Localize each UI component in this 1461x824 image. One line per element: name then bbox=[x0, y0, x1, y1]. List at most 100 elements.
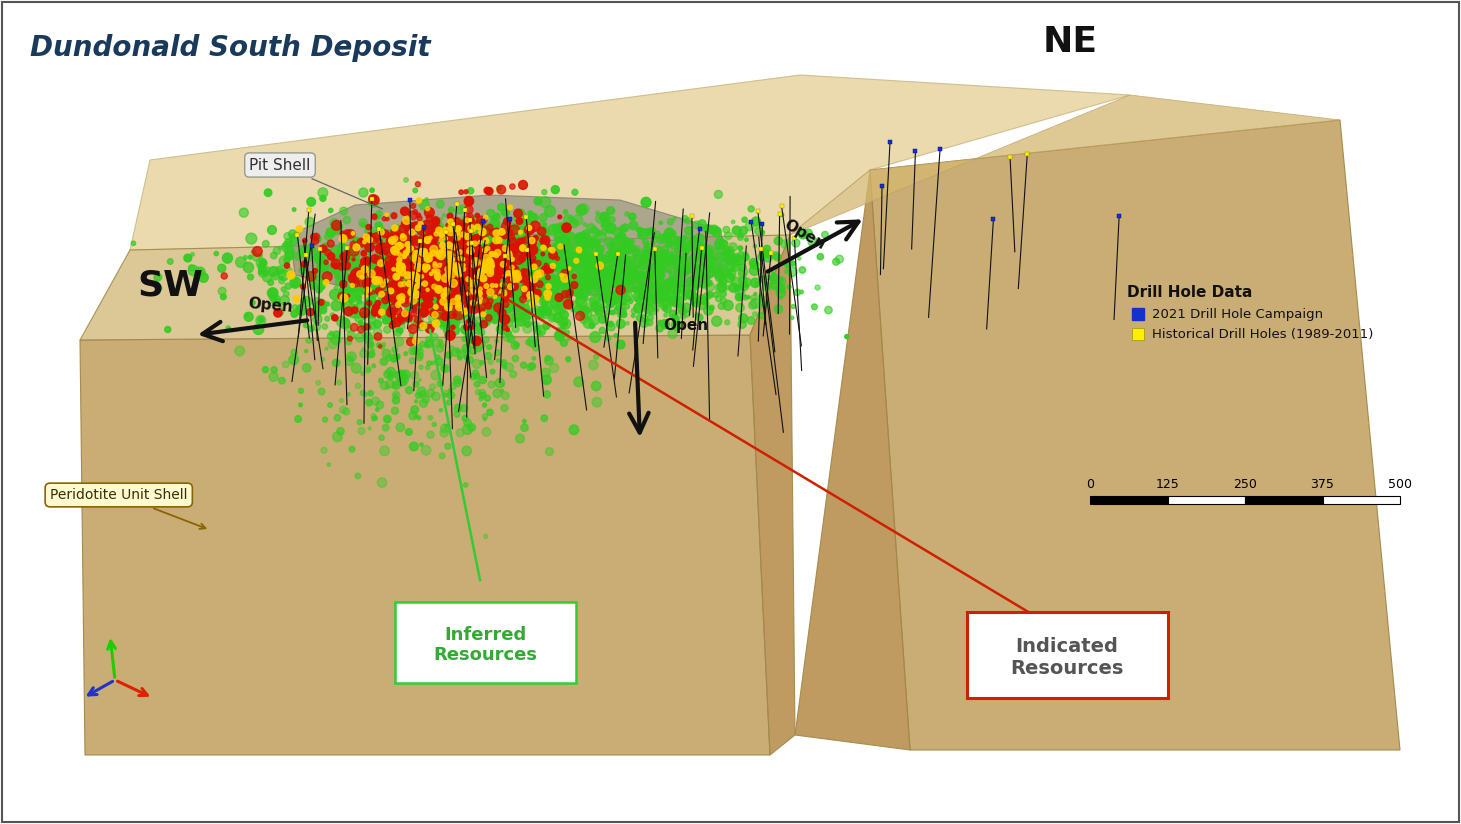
Circle shape bbox=[606, 306, 609, 309]
Circle shape bbox=[720, 297, 726, 304]
Circle shape bbox=[460, 220, 468, 227]
Circle shape bbox=[346, 352, 356, 362]
Circle shape bbox=[659, 255, 665, 262]
Circle shape bbox=[482, 312, 489, 320]
Circle shape bbox=[568, 216, 571, 220]
Circle shape bbox=[484, 302, 491, 309]
Circle shape bbox=[419, 265, 427, 272]
Circle shape bbox=[432, 269, 435, 273]
Circle shape bbox=[475, 381, 481, 387]
Circle shape bbox=[606, 274, 612, 281]
Circle shape bbox=[662, 234, 668, 241]
Circle shape bbox=[479, 267, 484, 270]
Circle shape bbox=[659, 274, 665, 279]
Circle shape bbox=[393, 254, 399, 260]
Circle shape bbox=[625, 261, 633, 269]
Circle shape bbox=[131, 241, 136, 246]
Circle shape bbox=[608, 265, 615, 272]
Circle shape bbox=[469, 262, 479, 273]
Circle shape bbox=[636, 246, 640, 250]
Circle shape bbox=[542, 293, 549, 299]
Circle shape bbox=[419, 321, 424, 325]
Circle shape bbox=[497, 257, 506, 265]
Circle shape bbox=[561, 291, 568, 298]
Circle shape bbox=[678, 283, 682, 288]
Circle shape bbox=[691, 279, 700, 288]
Circle shape bbox=[609, 273, 617, 281]
Circle shape bbox=[446, 271, 451, 276]
Circle shape bbox=[535, 260, 541, 266]
Circle shape bbox=[655, 288, 659, 291]
Circle shape bbox=[619, 282, 625, 288]
Circle shape bbox=[352, 280, 359, 287]
Circle shape bbox=[153, 274, 162, 281]
Text: 250: 250 bbox=[1233, 478, 1256, 491]
Circle shape bbox=[449, 224, 456, 231]
Circle shape bbox=[409, 272, 415, 278]
Circle shape bbox=[431, 269, 437, 274]
Circle shape bbox=[425, 265, 430, 270]
Circle shape bbox=[663, 304, 668, 309]
Circle shape bbox=[378, 297, 386, 305]
Circle shape bbox=[608, 291, 612, 297]
Circle shape bbox=[351, 363, 361, 373]
Circle shape bbox=[729, 283, 738, 293]
Circle shape bbox=[513, 270, 516, 274]
Circle shape bbox=[739, 277, 747, 286]
Circle shape bbox=[472, 336, 481, 345]
Circle shape bbox=[618, 312, 624, 318]
Circle shape bbox=[465, 299, 470, 305]
Circle shape bbox=[617, 281, 622, 286]
Circle shape bbox=[491, 283, 494, 288]
Circle shape bbox=[415, 316, 421, 323]
Circle shape bbox=[478, 255, 482, 260]
Circle shape bbox=[691, 250, 701, 260]
Circle shape bbox=[599, 293, 608, 302]
Circle shape bbox=[539, 315, 543, 320]
Circle shape bbox=[428, 258, 431, 261]
Circle shape bbox=[337, 428, 345, 435]
Circle shape bbox=[386, 230, 396, 240]
Circle shape bbox=[454, 280, 460, 287]
Text: 0: 0 bbox=[1086, 478, 1094, 491]
Circle shape bbox=[356, 301, 365, 310]
Circle shape bbox=[438, 229, 447, 238]
Circle shape bbox=[523, 291, 529, 297]
Circle shape bbox=[449, 291, 451, 295]
Circle shape bbox=[424, 293, 431, 300]
Circle shape bbox=[405, 245, 411, 250]
Text: Indicated
Resources: Indicated Resources bbox=[1011, 638, 1124, 678]
Circle shape bbox=[494, 349, 501, 356]
Circle shape bbox=[685, 289, 690, 293]
Circle shape bbox=[612, 242, 622, 252]
Circle shape bbox=[564, 293, 570, 299]
Circle shape bbox=[291, 284, 294, 288]
Circle shape bbox=[396, 233, 402, 240]
Circle shape bbox=[321, 447, 327, 453]
Circle shape bbox=[497, 232, 504, 239]
Circle shape bbox=[384, 417, 390, 423]
Circle shape bbox=[465, 233, 470, 240]
Circle shape bbox=[390, 296, 394, 302]
Circle shape bbox=[459, 311, 466, 318]
Circle shape bbox=[497, 359, 500, 362]
Circle shape bbox=[492, 299, 500, 307]
Circle shape bbox=[450, 225, 454, 229]
Circle shape bbox=[681, 273, 685, 278]
Circle shape bbox=[650, 292, 656, 297]
Circle shape bbox=[653, 231, 660, 238]
Circle shape bbox=[541, 248, 552, 260]
Circle shape bbox=[324, 260, 329, 265]
Circle shape bbox=[462, 279, 466, 284]
Circle shape bbox=[394, 393, 397, 396]
Circle shape bbox=[459, 239, 462, 243]
Circle shape bbox=[368, 391, 374, 396]
Circle shape bbox=[615, 305, 621, 311]
Circle shape bbox=[475, 285, 484, 294]
Circle shape bbox=[342, 307, 345, 311]
Circle shape bbox=[432, 339, 441, 347]
Circle shape bbox=[248, 255, 253, 259]
Circle shape bbox=[637, 233, 641, 237]
Circle shape bbox=[440, 248, 447, 255]
Circle shape bbox=[649, 264, 653, 268]
